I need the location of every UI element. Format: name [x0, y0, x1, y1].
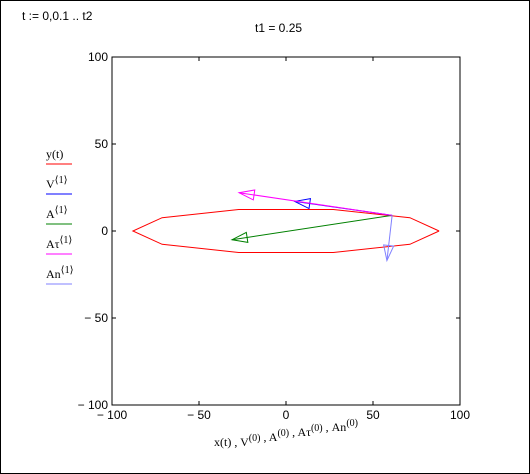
- trajectory-curve-y: [131, 209, 440, 253]
- x-tick-label: 0: [283, 408, 290, 422]
- x-axis-label: x(t) , V(0) , A(0) , Aτ(0) , An(0): [214, 418, 358, 449]
- legend-label: Aτ⟨1⟩: [46, 235, 72, 251]
- vector-line-a1: [238, 192, 393, 216]
- vector-arrowhead: [383, 244, 395, 263]
- legend-label: y(t): [46, 147, 63, 161]
- y-tick-label: − 100: [78, 398, 109, 412]
- range-definition: t := 0,0.1 .. t2: [22, 9, 93, 23]
- vector-line-an1: [386, 215, 393, 261]
- x-tick-label: − 100: [97, 408, 128, 422]
- x-tick-label: 100: [450, 408, 470, 422]
- y-tick-label: 50: [95, 137, 109, 151]
- legend-label: V⟨1⟩: [46, 175, 68, 191]
- x-tick-label: − 50: [187, 408, 211, 422]
- vector-arrowhead: [237, 189, 256, 201]
- y-tick-label: 0: [101, 224, 108, 238]
- vector-arrowhead: [230, 231, 249, 244]
- legend-label: An⟨1⟩: [46, 265, 74, 281]
- legend-label: A⟨1⟩: [46, 205, 68, 221]
- y-tick-label: 100: [88, 50, 108, 64]
- y-tick-label: − 50: [84, 311, 108, 325]
- vector-line-a1: [231, 214, 393, 241]
- x-tick-label: 50: [366, 408, 380, 422]
- t1-value-label: t1 = 0.25: [255, 21, 303, 35]
